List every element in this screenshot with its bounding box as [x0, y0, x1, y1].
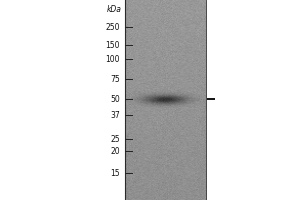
Text: 25: 25 — [110, 134, 120, 144]
Text: 15: 15 — [110, 168, 120, 178]
Text: 20: 20 — [110, 146, 120, 156]
Text: 250: 250 — [106, 22, 120, 31]
Text: 75: 75 — [110, 74, 120, 84]
Text: 100: 100 — [106, 54, 120, 64]
Text: kDa: kDa — [106, 4, 122, 14]
Text: 50: 50 — [110, 95, 120, 104]
Text: 150: 150 — [106, 40, 120, 49]
Text: 37: 37 — [110, 110, 120, 119]
